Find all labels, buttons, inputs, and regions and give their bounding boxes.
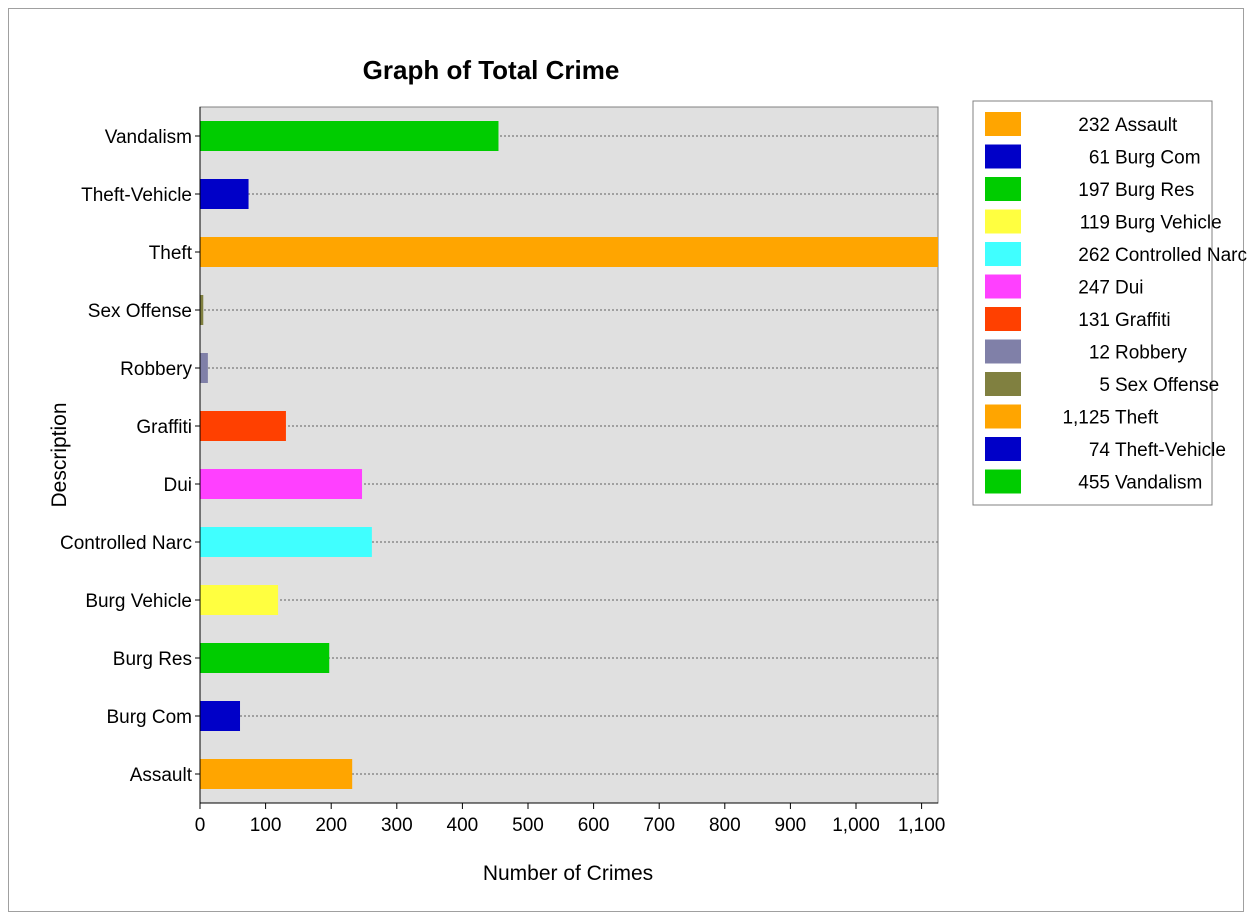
y-tick-label: Robbery bbox=[120, 359, 192, 380]
legend-count: 131 bbox=[1078, 310, 1110, 331]
legend-label: Burg Res bbox=[1115, 180, 1194, 201]
legend-count: 5 bbox=[1099, 375, 1110, 396]
x-tick-label: 300 bbox=[381, 815, 413, 836]
legend-label: Burg Com bbox=[1115, 148, 1201, 169]
bar-dui bbox=[200, 469, 363, 499]
legend-label: Sex Offense bbox=[1115, 375, 1219, 396]
x-tick-label: 1,000 bbox=[832, 815, 880, 836]
legend-label: Robbery bbox=[1115, 343, 1187, 364]
bar-burg-vehicle bbox=[200, 585, 279, 615]
bar-vandalism bbox=[200, 121, 499, 151]
legend-label: Theft-Vehicle bbox=[1115, 440, 1226, 461]
bar-graffiti bbox=[200, 411, 286, 441]
gridlines bbox=[200, 135, 938, 775]
x-axis-ticks: 0 100 200 300 400 500 600 700 800 900 1,000 1,100 bbox=[195, 803, 946, 836]
legend-count: 119 bbox=[1080, 213, 1110, 234]
legend-count: 74 bbox=[1089, 440, 1111, 461]
legend-swatch bbox=[985, 372, 1021, 396]
legend-swatch bbox=[985, 404, 1021, 429]
x-tick-label: 100 bbox=[250, 815, 282, 836]
bar-theft-vehicle bbox=[200, 179, 249, 209]
legend-swatch bbox=[985, 242, 1021, 266]
y-tick-label: Burg Com bbox=[106, 707, 192, 728]
y-tick-label: Theft bbox=[149, 243, 193, 264]
x-tick-label: 0 bbox=[195, 815, 206, 836]
x-tick-label: 800 bbox=[709, 815, 741, 836]
x-axis-label: Number of Crimes bbox=[483, 862, 653, 885]
legend-swatch bbox=[985, 144, 1021, 169]
y-tick-label: Sex Offense bbox=[88, 301, 192, 322]
plot-area bbox=[199, 106, 939, 804]
x-tick-label: 600 bbox=[578, 815, 610, 836]
legend-swatch bbox=[985, 209, 1021, 234]
y-tick-label: Burg Res bbox=[113, 649, 192, 670]
legend-label: Controlled Narc bbox=[1115, 245, 1247, 266]
x-tick-label: 200 bbox=[315, 815, 347, 836]
bar-assault bbox=[200, 759, 353, 789]
y-tick-label: Graffiti bbox=[136, 417, 192, 438]
axes bbox=[199, 107, 938, 804]
legend-label: Graffiti bbox=[1115, 310, 1171, 331]
y-tick-label: Theft-Vehicle bbox=[81, 185, 192, 206]
legend-count: 61 bbox=[1089, 148, 1110, 169]
x-tick-label: 700 bbox=[643, 815, 675, 836]
bar-controlled-narc bbox=[200, 527, 372, 557]
legend-swatch bbox=[985, 339, 1021, 364]
y-axis-label: Description bbox=[48, 402, 71, 507]
bars bbox=[200, 121, 938, 789]
legend-swatch bbox=[985, 112, 1021, 136]
y-tick-label: Assault bbox=[130, 765, 193, 786]
bar-robbery bbox=[200, 353, 208, 383]
legend-label: Burg Vehicle bbox=[1115, 213, 1222, 234]
bar-burg-com bbox=[200, 701, 241, 731]
legend-count: 197 bbox=[1078, 180, 1110, 201]
bar-burg-res bbox=[200, 643, 330, 673]
x-tick-label: 1,100 bbox=[898, 815, 946, 836]
legend-swatch bbox=[985, 274, 1021, 299]
legend-swatch bbox=[985, 469, 1021, 494]
bar-sex-offense bbox=[200, 295, 204, 325]
legend-count: 1,125 bbox=[1062, 408, 1110, 429]
x-tick-label: 400 bbox=[447, 815, 479, 836]
y-axis-ticks: Assault Burg Com Burg Res Burg Vehicle Contr… bbox=[60, 127, 200, 786]
x-tick-label: 900 bbox=[775, 815, 807, 836]
legend-swatch bbox=[985, 307, 1021, 331]
chart-title: Graph of Total Crime bbox=[363, 55, 620, 85]
y-tick-label: Controlled Narc bbox=[60, 533, 192, 554]
legend-count: 12 bbox=[1089, 343, 1110, 364]
legend-label: Vandalism bbox=[1115, 473, 1202, 494]
x-tick-label: 500 bbox=[512, 815, 544, 836]
y-tick-label: Dui bbox=[163, 475, 192, 496]
y-tick-label: Vandalism bbox=[105, 127, 192, 148]
legend-label: Theft bbox=[1115, 408, 1159, 429]
legend-swatch bbox=[985, 437, 1021, 461]
legend-count: 232 bbox=[1078, 115, 1110, 136]
legend-count: 262 bbox=[1078, 245, 1110, 266]
legend-label: Assault bbox=[1115, 115, 1178, 136]
legend-count: 247 bbox=[1078, 278, 1110, 299]
legend-swatch bbox=[985, 177, 1021, 201]
y-tick-label: Burg Vehicle bbox=[85, 591, 192, 612]
legend-label: Dui bbox=[1115, 278, 1144, 299]
bar-theft bbox=[200, 237, 938, 267]
legend-count: 455 bbox=[1078, 473, 1110, 494]
